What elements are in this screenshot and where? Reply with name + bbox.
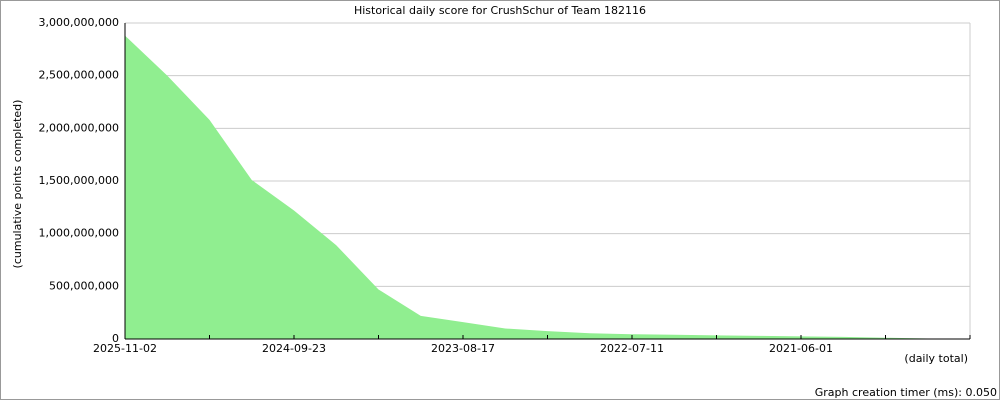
y-axis-label: (cumulative points completed) [11, 100, 24, 269]
x-tick-label: 2023-08-17 [431, 342, 495, 355]
x-tick-label: 2025-11-02 [93, 342, 157, 355]
y-tick-label: 0 [112, 332, 119, 345]
area [125, 35, 928, 339]
x-tick-label: 2024-09-23 [262, 342, 326, 355]
y-tick-label: 1,000,000,000 [39, 227, 119, 240]
chart-title: Historical daily score for CrushSchur of… [354, 4, 646, 17]
x-axis-label: (daily total) [904, 352, 968, 365]
y-tick-label: 2,000,000,000 [39, 121, 119, 134]
footer: Graph creation timer (ms): 0.050 [815, 386, 997, 399]
y-tick-label: 2,500,000,000 [39, 69, 119, 82]
y-tick-label: 500,000,000 [49, 279, 119, 292]
y-tick-label: 3,000,000,000 [39, 16, 119, 29]
x-tick-label: 2021-06-01 [769, 342, 833, 355]
x-tick-label: 2022-07-11 [600, 342, 664, 355]
y-tick-label: 1,500,000,000 [39, 174, 119, 187]
